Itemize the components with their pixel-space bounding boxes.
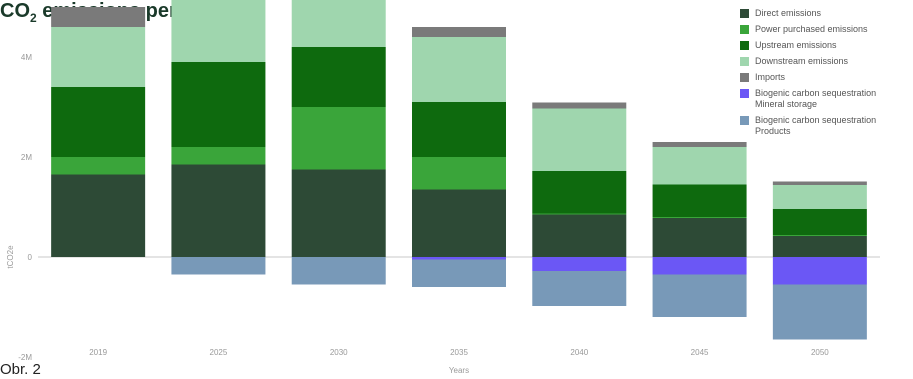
bar-segment-2040-series-4 <box>532 102 627 109</box>
bar-segment-2035-series-3 <box>412 37 506 102</box>
legend-swatch <box>740 25 749 34</box>
y-tick-label: -2M <box>18 353 32 362</box>
bar-segment-2019-series-1 <box>51 157 146 175</box>
bar-segment-2025-series-1 <box>171 147 266 165</box>
x-tick-label: 2035 <box>450 348 468 357</box>
legend-label: Upstream emissions <box>755 40 837 50</box>
bar-segment-2050-series-1 <box>772 235 867 236</box>
bar-segment-2035-series-1 <box>412 157 506 190</box>
bar-segment-2045-series-6 <box>652 274 747 317</box>
bar-segment-2040-series-0 <box>532 214 627 257</box>
bar-segment-2040-series-1 <box>532 213 627 215</box>
legend-item: Biogenic carbon sequestration Products <box>740 115 913 137</box>
bar-segment-2040-series-3 <box>532 108 627 171</box>
bar-segment-2040-series-6 <box>532 271 627 306</box>
bar-segment-2030-series-2 <box>291 47 386 107</box>
bar-segment-2045-series-4 <box>652 142 747 147</box>
bar-segment-2045-series-2 <box>652 184 747 217</box>
y-tick-label: 0 <box>28 253 33 262</box>
figure-caption: Obr. 2 <box>0 361 41 378</box>
bar-segment-2045-series-3 <box>652 147 747 185</box>
bar-segment-2025-series-6 <box>171 257 266 275</box>
legend-label: Downstream emissions <box>755 56 849 66</box>
x-tick-label: 2019 <box>89 348 107 357</box>
bar-segment-2050-series-0 <box>772 236 867 257</box>
bar-segment-2019-series-4 <box>51 7 146 27</box>
legend-label: Power purchased emissions <box>755 24 868 34</box>
bar-segment-2025-series-2 <box>171 62 266 147</box>
bar-segment-2019-series-0 <box>51 174 146 257</box>
bar-segment-2045-series-1 <box>652 217 747 218</box>
bar-segment-2035-series-6 <box>412 259 506 287</box>
legend-swatch <box>740 73 749 82</box>
legend-swatch <box>740 89 749 98</box>
legend-item: Downstream emissions <box>740 56 913 67</box>
legend-label: Biogenic carbon sequestration Mineral st… <box>755 88 877 109</box>
x-tick-label: 2040 <box>570 348 588 357</box>
legend-item: Upstream emissions <box>740 40 913 51</box>
chart-legend: Direct emissions Power purchased emission… <box>740 8 913 142</box>
bar-segment-2045-series-0 <box>652 218 747 257</box>
legend-swatch <box>740 9 749 18</box>
y-tick-label: 2M <box>21 153 32 162</box>
bar-segment-2050-series-2 <box>772 209 867 235</box>
bar-segment-2045-series-5 <box>652 257 747 275</box>
bar-segment-2025-series-0 <box>171 164 266 257</box>
bar-segment-2025-series-3 <box>171 0 266 62</box>
bar-segment-2019-series-2 <box>51 87 146 157</box>
y-tick-label: 4M <box>21 53 32 62</box>
legend-label: Biogenic carbon sequestration Products <box>755 115 877 136</box>
bar-segment-2035-series-0 <box>412 189 506 257</box>
legend-swatch <box>740 116 749 125</box>
legend-label: Direct emissions <box>755 8 822 18</box>
y-axis-label: tCO2e <box>6 245 15 269</box>
bar-segment-2050-series-6 <box>772 284 867 340</box>
bar-segment-2035-series-5 <box>412 257 506 260</box>
bar-segment-2040-series-2 <box>532 171 627 214</box>
bar-segment-2035-series-4 <box>412 27 506 37</box>
bar-segment-2050-series-4 <box>772 181 867 185</box>
x-axis-label: Years <box>449 366 469 375</box>
legend-item: Imports <box>740 72 913 83</box>
legend-item: Biogenic carbon sequestration Mineral st… <box>740 88 913 110</box>
legend-swatch <box>740 57 749 66</box>
x-tick-label: 2030 <box>330 348 348 357</box>
legend-item: Power purchased emissions <box>740 24 913 35</box>
bar-segment-2035-series-2 <box>412 102 506 157</box>
bar-segment-2030-series-1 <box>291 107 386 170</box>
legend-label: Imports <box>755 72 786 82</box>
bar-segment-2040-series-5 <box>532 257 627 271</box>
bar-segment-2030-series-0 <box>291 169 386 257</box>
x-tick-label: 2050 <box>811 348 829 357</box>
bar-segment-2030-series-6 <box>291 257 386 285</box>
x-tick-label: 2045 <box>691 348 709 357</box>
legend-item: Direct emissions <box>740 8 913 19</box>
bar-segment-2019-series-3 <box>51 27 146 87</box>
bar-segment-2050-series-5 <box>772 257 867 285</box>
bar-segment-2050-series-3 <box>772 185 867 209</box>
bar-segment-2030-series-3 <box>291 0 386 47</box>
legend-swatch <box>740 41 749 50</box>
x-tick-label: 2025 <box>210 348 228 357</box>
